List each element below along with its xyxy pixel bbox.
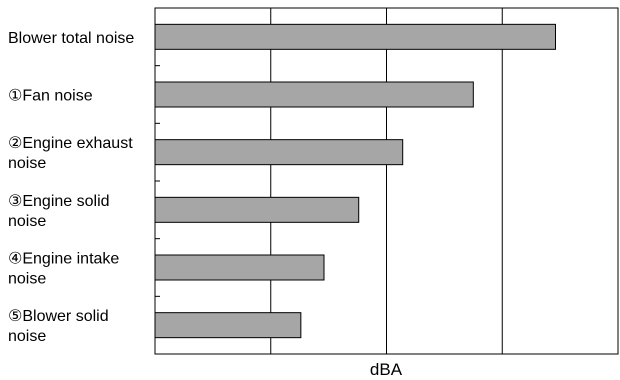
category-label: noise xyxy=(8,213,46,230)
grid-lines xyxy=(155,8,503,354)
category-label: ②Engine exhaust xyxy=(8,135,133,152)
category-label: ①Fan noise xyxy=(8,88,93,105)
category-label: Blower total noise xyxy=(8,30,134,47)
bars xyxy=(154,23,556,339)
category-label: noise xyxy=(8,271,46,288)
category-label: ③Engine solid xyxy=(8,193,110,210)
category-label: ④Engine intake xyxy=(8,251,119,268)
x-axis-label: dBA xyxy=(370,360,403,379)
bar xyxy=(154,139,404,166)
plot-frame xyxy=(154,7,619,355)
category-label: noise xyxy=(8,328,46,345)
category-labels: Blower total noise ①Fan noise ②Engine exha… xyxy=(8,30,134,345)
bar xyxy=(154,81,474,108)
bar xyxy=(154,23,556,50)
bar xyxy=(154,312,302,339)
bar xyxy=(154,254,325,281)
category-label: ⑤Blower solid xyxy=(8,308,109,325)
category-label: noise xyxy=(8,155,46,172)
bar xyxy=(154,196,360,223)
